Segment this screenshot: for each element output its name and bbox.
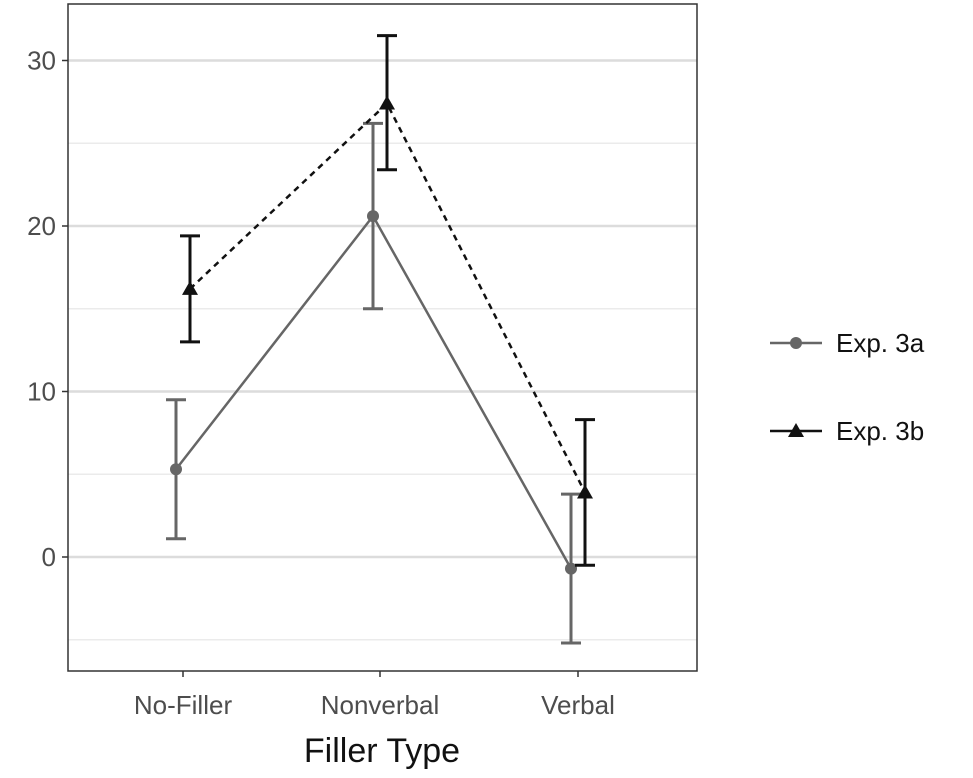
x-tick-label: Nonverbal (321, 690, 440, 720)
series-line (189, 101, 587, 494)
y-tick-label: 30 (27, 46, 56, 76)
series-layer (166, 34, 595, 645)
legend-label: Exp. 3a (836, 328, 925, 358)
y-tick-label: 0 (42, 542, 56, 572)
y-tick-label: 10 (27, 377, 56, 407)
grid-lines (68, 59, 697, 641)
x-axis-title: Filler Type (304, 732, 460, 770)
x-tick-label: No-Filler (134, 690, 233, 720)
data-point (577, 484, 593, 499)
x-tick-label: Verbal (541, 690, 615, 720)
legend-label: Exp. 3b (836, 416, 924, 446)
x-axis: No-Filler Nonverbal Verbal (134, 671, 615, 720)
data-point (565, 562, 577, 575)
legend-marker (790, 337, 802, 349)
y-tick-label: 20 (27, 211, 56, 241)
data-point (367, 210, 379, 223)
legend-marker (788, 423, 804, 437)
legend-item: Exp. 3a (770, 328, 925, 358)
legend: Exp. 3a Exp. 3b (770, 328, 925, 446)
data-point (170, 463, 182, 476)
data-point (379, 95, 395, 110)
data-point (182, 280, 198, 295)
series-1 (166, 121, 581, 645)
plot-panel-border (67, 3, 698, 672)
legend-item: Exp. 3b (770, 416, 924, 446)
y-axis: 0 10 20 30 (27, 46, 68, 572)
series-2 (180, 34, 595, 567)
